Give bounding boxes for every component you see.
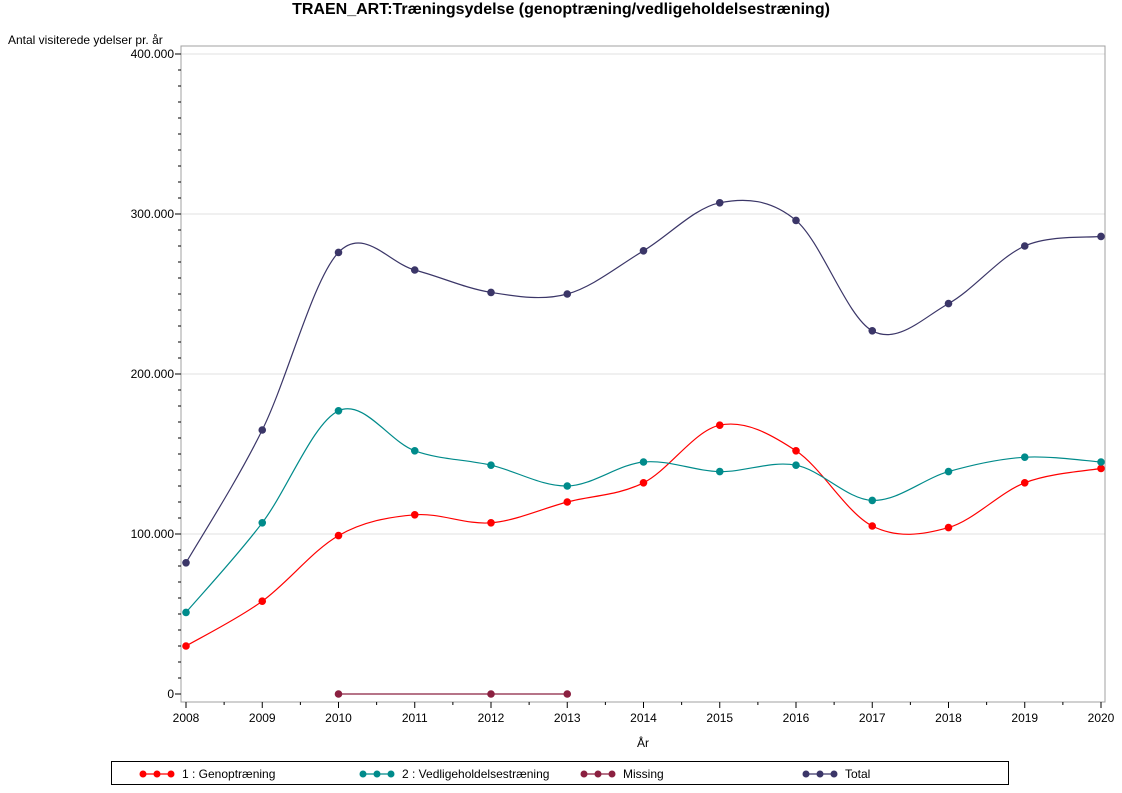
series-3-point-1 bbox=[258, 426, 267, 434]
x-tick-label-3: 2011 bbox=[402, 711, 428, 725]
series-3-point-0 bbox=[182, 559, 190, 567]
x-tick-label-0: 2008 bbox=[173, 711, 200, 725]
legend-label-missing: Missing bbox=[623, 767, 664, 781]
series-0-point-2 bbox=[334, 531, 343, 540]
series-line-0 bbox=[185, 423, 1102, 647]
legend-marker-vedligeholdelsestraening bbox=[359, 770, 395, 778]
series-3-point-8 bbox=[792, 216, 800, 225]
legend-label-vedligeholdelsestraening: 2 : Vedligeholdelsestræning bbox=[402, 767, 550, 781]
series-2-point-0 bbox=[334, 690, 343, 698]
chart-title: TRAEN_ART:Træningsydelse (genoptræning/v… bbox=[292, 1, 830, 18]
series-0-point-3 bbox=[410, 511, 419, 519]
series-1-point-12 bbox=[1097, 458, 1105, 466]
series-0-point-8 bbox=[792, 447, 800, 455]
series-1-point-10 bbox=[944, 467, 953, 476]
x-tick-label-11: 2019 bbox=[1011, 711, 1038, 725]
series-1-point-11 bbox=[1020, 453, 1029, 462]
series-1-point-5 bbox=[563, 482, 572, 490]
y-tick-label-0: 0 bbox=[167, 687, 174, 701]
legend-item-genoptraening: 1 : Genoptræning bbox=[138, 767, 275, 781]
legend: 1 : Genoptræning 2 : Vedligeholdelsestræ… bbox=[111, 761, 1009, 785]
series-1-point-0 bbox=[182, 608, 190, 617]
series-1-point-8 bbox=[792, 461, 800, 470]
series-1-point-4 bbox=[487, 461, 495, 470]
series-0-point-9 bbox=[868, 522, 877, 530]
x-tick-label-6: 2014 bbox=[630, 711, 657, 725]
series-0-point-5 bbox=[563, 498, 572, 506]
legend-item-total: Total bbox=[801, 767, 870, 781]
x-tick-label-12: 2020 bbox=[1088, 711, 1115, 725]
series-1-point-9 bbox=[868, 496, 877, 505]
series-0-point-1 bbox=[258, 597, 267, 605]
x-tick-label-9: 2017 bbox=[859, 711, 886, 725]
series-0-point-10 bbox=[944, 523, 953, 532]
series-3-point-6 bbox=[639, 247, 648, 255]
series-3-point-9 bbox=[868, 327, 877, 335]
series-3-point-5 bbox=[563, 290, 572, 298]
legend-item-vedligeholdelsestraening: 2 : Vedligeholdelsestræning bbox=[358, 767, 549, 781]
series-0-point-7 bbox=[715, 421, 724, 430]
series-3-point-7 bbox=[715, 199, 724, 207]
x-tick-label-5: 2013 bbox=[554, 711, 581, 725]
series-1-point-2 bbox=[334, 407, 343, 415]
y-tick-label-2: 200.000 bbox=[131, 367, 175, 381]
series-line-3 bbox=[185, 199, 1102, 564]
series-2-point-2 bbox=[563, 690, 572, 698]
x-tick-label-10: 2018 bbox=[935, 711, 962, 725]
series-line-1 bbox=[185, 408, 1102, 613]
series-3-point-2 bbox=[334, 248, 343, 257]
series-2-point-1 bbox=[487, 690, 495, 698]
series-3-point-3 bbox=[410, 266, 419, 274]
y-tick-label-4: 400.000 bbox=[131, 47, 175, 61]
x-tick-label-2: 2010 bbox=[325, 711, 352, 725]
legend-label-genoptraening: 1 : Genoptræning bbox=[182, 767, 276, 781]
series-1-point-3 bbox=[410, 447, 419, 455]
series-1-point-7 bbox=[715, 467, 724, 476]
series-0-point-12 bbox=[1097, 464, 1105, 473]
line-chart: 0 100.000 200.000 300.000 400.000 2008 2009 201… bbox=[131, 45, 1115, 750]
series-0-point-6 bbox=[639, 479, 648, 487]
series-0-point-4 bbox=[487, 519, 495, 527]
series-3-point-11 bbox=[1020, 242, 1029, 250]
y-tick-label-1: 100.000 bbox=[131, 527, 175, 541]
legend-item-missing: Missing bbox=[579, 767, 664, 781]
legend-label-total: Total bbox=[845, 767, 871, 781]
legend-marker-missing bbox=[580, 770, 616, 778]
x-axis-label: År bbox=[637, 735, 649, 750]
series-3-point-4 bbox=[487, 288, 495, 297]
series-0-point-0 bbox=[182, 642, 190, 650]
y-axis-label: Antal visiterede ydelser pr. år bbox=[8, 33, 163, 47]
series-1-point-6 bbox=[639, 458, 648, 466]
legend-marker-genoptraening bbox=[139, 770, 175, 778]
series-3-point-10 bbox=[944, 299, 953, 308]
series-1-point-1 bbox=[258, 519, 267, 527]
x-tick-label-7: 2015 bbox=[706, 711, 733, 725]
x-tick-label-1: 2009 bbox=[249, 711, 276, 725]
series-0-point-11 bbox=[1020, 479, 1029, 487]
x-tick-label-4: 2012 bbox=[478, 711, 505, 725]
y-tick-label-3: 300.000 bbox=[131, 207, 175, 221]
legend-marker-total bbox=[802, 770, 838, 778]
x-tick-label-8: 2016 bbox=[783, 711, 810, 725]
series-3-point-12 bbox=[1097, 232, 1105, 241]
